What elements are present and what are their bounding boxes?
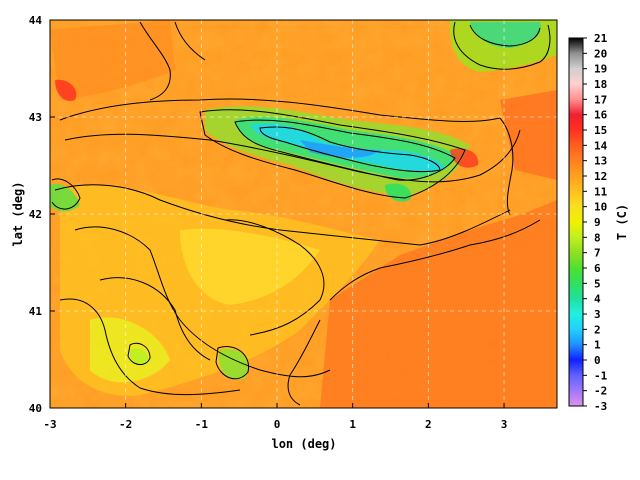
y-tick-label: 43 (29, 111, 42, 124)
colorbar-tick-label: 7 (594, 247, 601, 260)
colorbar: 2120191817161514131211109876543210-1-2-3… (568, 32, 629, 413)
gulf-warm-zone (500, 90, 557, 180)
colorbar-tick-label: 1 (594, 339, 601, 352)
colorbar-tick-label: 10 (594, 201, 607, 214)
x-axis-label: lon (deg) (271, 437, 336, 451)
map-field (50, 20, 557, 408)
colorbar-tick-label: 9 (594, 216, 601, 229)
colorbar-tick-label: 18 (594, 78, 607, 91)
west-green-patch (50, 183, 80, 212)
colorbar-tick-label: -1 (594, 369, 608, 382)
colorbar-tick-label: 11 (594, 185, 608, 198)
pyrenees-cyan (250, 123, 445, 172)
colorbar-tick-label: -3 (594, 400, 607, 413)
grid-lines (50, 20, 557, 408)
colorbar-tick-label: 4 (594, 293, 601, 306)
y-tick-label: 41 (29, 305, 43, 318)
x-tick-label: -3 (43, 418, 56, 431)
colorbar-strip (568, 37, 584, 407)
colorbar-tick-label: 12 (594, 170, 607, 183)
colorbar-tick-label: 17 (594, 93, 607, 106)
pyrenees-coldest (300, 140, 380, 158)
y-tick-label: 42 (29, 208, 42, 221)
x-tick-label: -1 (195, 418, 209, 431)
colorbar-tick-label: 5 (594, 277, 601, 290)
x-tick-label: 3 (501, 418, 508, 431)
y-axis-ticks: 40 41 42 43 44 (29, 14, 55, 415)
colorbar-tick-label: 16 (594, 109, 608, 122)
x-axis-ticks: -3 -2 -1 0 1 2 3 (43, 403, 507, 431)
colorbar-tick-label: -2 (594, 385, 607, 398)
colorbar-tick-label: 6 (594, 262, 601, 275)
pyrenees-east-hot (450, 148, 479, 168)
y-tick-label: 40 (29, 402, 42, 415)
colorbar-tick-label: 2 (594, 323, 601, 336)
colorbar-label: T (C) (615, 204, 629, 240)
x-tick-label: -2 (119, 418, 132, 431)
iberian-green-patch (219, 349, 249, 380)
iberian-yellow (90, 317, 170, 383)
x-tick-label: 0 (274, 418, 281, 431)
x-tick-label: 2 (425, 418, 432, 431)
coast-warm-zone (320, 200, 557, 408)
colorbar-tick-label: 19 (594, 63, 607, 76)
colorbar-tick-label: 14 (594, 139, 608, 152)
colorbar-tick-label: 21 (594, 32, 608, 45)
iberian-green-patch-2 (129, 348, 149, 365)
ebro-valley-yellow (180, 228, 320, 305)
x-tick-label: 1 (349, 418, 356, 431)
colorbar-tick-label: 20 (594, 47, 607, 60)
colorbar-tick-label: 13 (594, 155, 607, 168)
y-tick-label: 44 (29, 14, 43, 27)
y-axis-label: lat (deg) (11, 181, 25, 246)
colorbar-tick-label: 0 (594, 354, 601, 367)
colorbar-tick-label: 8 (594, 231, 601, 244)
colorbar-tick-label: 15 (594, 124, 607, 137)
contour-lines (51, 21, 551, 406)
colorbar-tick-label: 3 (594, 308, 601, 321)
hot-spot-nw (55, 79, 77, 101)
